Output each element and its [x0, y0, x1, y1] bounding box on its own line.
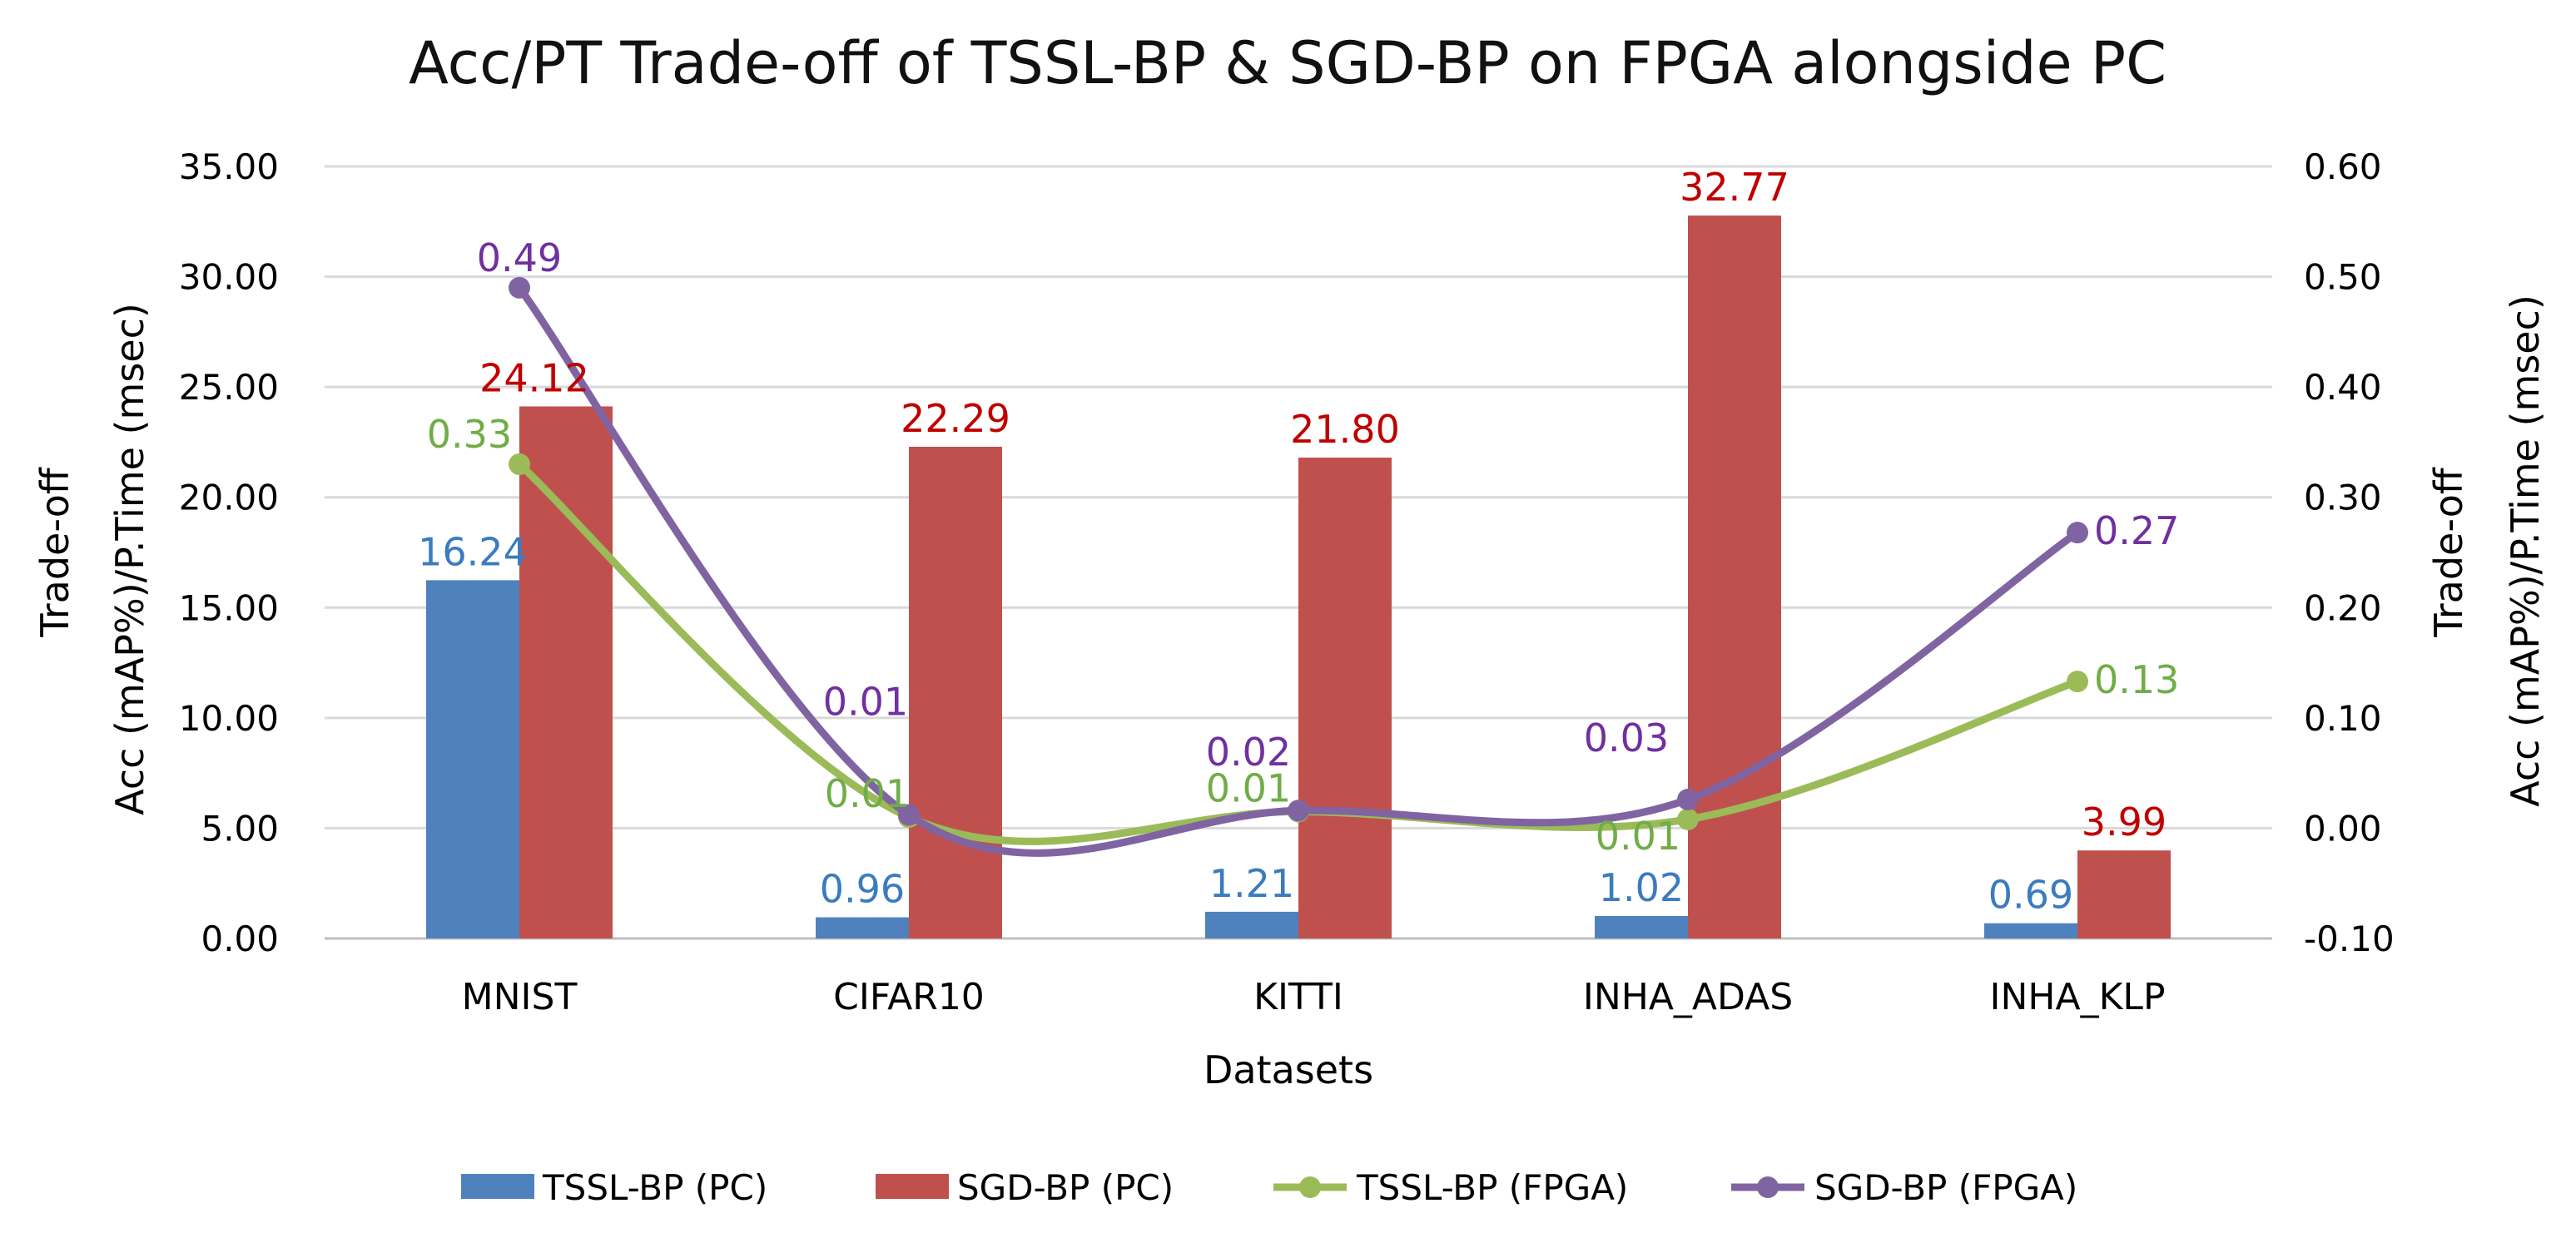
bar-data-label: 32.77 [1680, 165, 1789, 210]
legend-marker [1299, 1176, 1321, 1198]
line-data-label: 0.01 [1206, 766, 1291, 811]
y2-axis-title: Trade-off Acc (mAP%)/P.Time (msec) [2426, 295, 2548, 807]
line-point [898, 804, 920, 826]
legend-item: SGD-BP (PC) [876, 1167, 1174, 1208]
bar-data-label: 21.80 [1290, 407, 1400, 452]
y2-tick-label: 0.30 [2304, 478, 2382, 518]
legend-marker [1757, 1176, 1779, 1198]
y2-tick-label: -0.10 [2304, 919, 2395, 959]
bar-data-label: 22.29 [901, 396, 1010, 441]
x-tick-label: INHA_KLP [1990, 976, 2166, 1018]
y-axis-title-line: Acc (mAP%)/P.Time (msec) [107, 303, 152, 815]
legend-swatch [876, 1174, 949, 1199]
y-tick-label: 25.00 [179, 367, 279, 408]
y-axis-title-line: Trade-off [32, 467, 77, 638]
y-tick-label: 5.00 [201, 808, 279, 849]
legend-item: TSSL-BP (FPGA) [1273, 1167, 1628, 1208]
legend-label: SGD-BP (PC) [957, 1167, 1174, 1208]
line-point [1288, 800, 1309, 822]
x-tick-label: MNIST [462, 976, 578, 1018]
line-point [509, 453, 530, 475]
line-data-label: 0.03 [1584, 716, 1669, 760]
bar [1205, 911, 1298, 938]
line-point [2067, 522, 2088, 544]
line-point [509, 276, 530, 299]
bar-data-label: 24.12 [479, 355, 589, 400]
y2-tick-label: 0.20 [2304, 587, 2382, 628]
line-data-label: 0.01 [1596, 814, 1680, 859]
bar-data-label: 16.24 [418, 529, 528, 574]
y2-axis-title-line: Trade-off [2426, 467, 2471, 638]
line-data-label: 0.13 [2094, 657, 2179, 702]
bar [2077, 850, 2171, 938]
bar-series [426, 580, 2077, 938]
bar [909, 446, 1002, 938]
line-data-label: 0.27 [2094, 508, 2179, 553]
bar [519, 406, 613, 938]
data-labels: 16.24 0.96 1.21 1.02 0.69 24.12 22.29 21.80 32.7… [418, 165, 2179, 918]
y-tick-label: 0.00 [201, 919, 279, 959]
line-data-label: 0.02 [1206, 730, 1291, 775]
y-tick-label: 15.00 [179, 587, 279, 628]
legend-item: SGD-BP (FPGA) [1731, 1167, 2077, 1208]
x-tick-label: CIFAR10 [833, 976, 985, 1018]
bar [1298, 457, 1392, 938]
y-tick-label: 30.00 [179, 257, 279, 298]
y-tick-label: 20.00 [179, 478, 279, 518]
axes: 0.00 5.00 10.00 15.00 20.00 25.00 30.00 35.00 -0… [179, 146, 2395, 1018]
bar [1595, 915, 1688, 938]
legend: TSSL-BP (PC) SGD-BP (PC) TSSL-BP (FPGA) SGD… [461, 1167, 2077, 1208]
x-tick-label: KITTI [1253, 976, 1343, 1018]
legend-swatch [461, 1174, 534, 1199]
y2-tick-label: 0.60 [2304, 146, 2382, 187]
y2-tick-label: 0.50 [2304, 257, 2382, 298]
bar-series-group [426, 215, 2171, 939]
bar-data-label: 0.96 [820, 867, 905, 912]
y-tick-label: 35.00 [179, 146, 279, 187]
legend-label: SGD-BP (FPGA) [1814, 1167, 2077, 1208]
bar [1984, 923, 2077, 938]
x-axis-title: Datasets [1204, 1047, 1373, 1092]
bar [816, 917, 909, 938]
line-series-group [509, 276, 2088, 857]
y2-tick-label: 0.10 [2304, 698, 2382, 739]
line-point [1677, 788, 1699, 810]
bar-data-label: 1.21 [1209, 861, 1294, 906]
bar-series [519, 215, 2171, 939]
bar-data-label: 1.02 [1599, 865, 1684, 910]
series-line [515, 284, 2082, 857]
legend-label: TSSL-BP (PC) [542, 1167, 767, 1208]
line-series [509, 276, 2088, 857]
line-data-label: 0.01 [823, 680, 908, 725]
line-point [1677, 808, 1699, 830]
bar-data-label: 3.99 [2082, 800, 2167, 844]
y-tick-label: 10.00 [179, 698, 279, 739]
y2-tick-label: 0.00 [2304, 808, 2382, 849]
line-data-label: 0.49 [477, 235, 562, 280]
y-axis-title: Trade-off Acc (mAP%)/P.Time (msec) [32, 303, 152, 815]
chart-title: Acc/PT Trade-off of TSSL-BP & SGD-BP on … [409, 29, 2167, 97]
line-data-label: 0.01 [825, 771, 910, 816]
y2-tick-label: 0.40 [2304, 367, 2382, 408]
bar [1688, 215, 1781, 939]
bar [426, 580, 519, 938]
bar-data-label: 0.69 [1988, 873, 2073, 918]
legend-label: TSSL-BP (FPGA) [1356, 1167, 1628, 1208]
x-tick-label: INHA_ADAS [1583, 976, 1793, 1018]
legend-item: TSSL-BP (PC) [461, 1167, 767, 1208]
y2-axis-title-line: Acc (mAP%)/P.Time (msec) [2503, 295, 2548, 807]
line-data-label: 0.33 [427, 412, 512, 457]
line-point [2067, 671, 2088, 693]
